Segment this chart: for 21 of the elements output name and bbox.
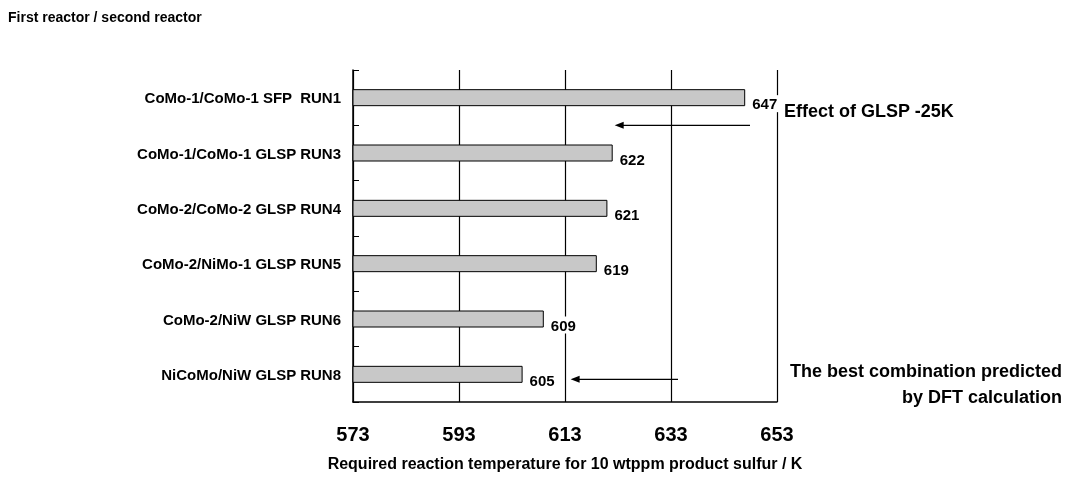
y-tick-label: CoMo-2/NiW GLSP RUN6 (162, 310, 341, 328)
text: Effect of GLSP -25K (784, 101, 954, 121)
x-tick-label: 633 (654, 423, 688, 445)
data-label: 621 (614, 205, 640, 223)
data-label: 609 (550, 316, 576, 334)
y-tick-label: CoMo-1/CoMo-1 GLSP RUN3 (137, 144, 341, 162)
x-tick-label: 573 (336, 423, 370, 445)
data-label: 605 (529, 371, 555, 389)
y-tick-label: CoMo-1/CoMo-1 SFP RUN1 (144, 89, 341, 107)
x-axis-title: Required reaction temperature for 10 wtppm product sulfur / K (327, 454, 803, 472)
data-label: 647 (752, 95, 778, 113)
x-tick-label: 653 (760, 423, 794, 445)
text: The best combination predicted by DFT calculation (789, 361, 1062, 407)
x-tick-label: 593 (442, 423, 476, 445)
data-label: 622 (619, 150, 645, 168)
x-tick-label: 613 (548, 423, 582, 445)
y-axis-title: First reactor / second reactor (8, 9, 203, 25)
y-tick-label: NiCoMo/NiW GLSP RUN8 (161, 365, 341, 383)
data-label: 619 (603, 261, 629, 279)
y-tick-label: CoMo-2/CoMo-2 GLSP RUN4 (137, 199, 342, 217)
y-tick-label: CoMo-2/NiMo-1 GLSP RUN5 (142, 255, 341, 273)
